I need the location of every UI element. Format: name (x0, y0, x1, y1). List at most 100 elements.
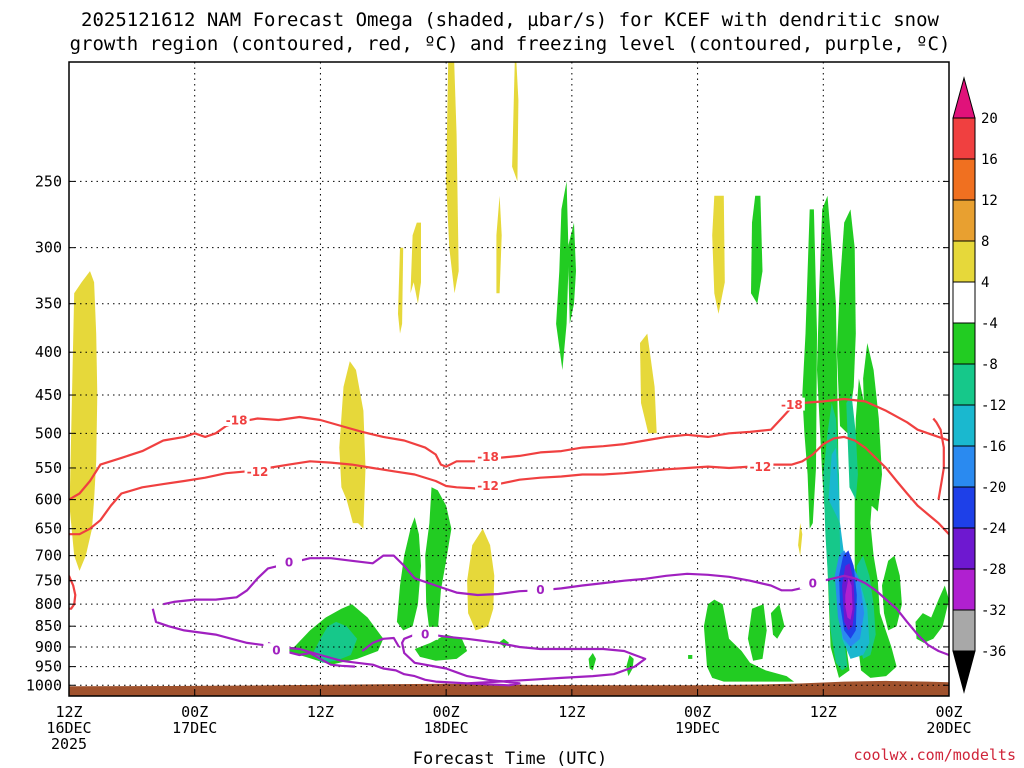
colorbar-label-9: -20 (981, 480, 1006, 496)
xtick-label-12-0: 00Z (181, 703, 208, 721)
ytick-label-500: 500 (35, 424, 62, 442)
contour-label-bg-0 (223, 413, 250, 427)
colorbar-label-7: -12 (981, 398, 1006, 414)
contour-label-bg-7 (527, 582, 554, 596)
colorbar-label-13: -36 (981, 644, 1006, 660)
ytick-label-550: 550 (35, 459, 62, 477)
ytick-label-400: 400 (35, 343, 62, 361)
xtick-label-60-0: 00Z (684, 703, 711, 721)
omega-region-11 (798, 523, 803, 556)
colorbar-bin-9 (952, 445, 976, 488)
omega-region-19 (588, 653, 596, 671)
ytick-label-450: 450 (35, 386, 62, 404)
terrain (69, 680, 949, 696)
omega-region-32 (915, 585, 949, 643)
contour-label-0: -18 (226, 414, 248, 428)
terrain-surface (69, 680, 949, 696)
colorbar-bin-13 (952, 609, 976, 652)
ytick-label-350: 350 (35, 295, 62, 313)
title-line-2: growth region (contoured, red, ºC) and f… (70, 33, 951, 55)
colorbar-label-0: 20 (981, 111, 998, 127)
ytick-label-250: 250 (35, 172, 62, 190)
contour-label-1: -12 (247, 465, 269, 479)
contour-label-bg-1 (244, 464, 271, 478)
plot-frame (68, 61, 950, 697)
omega-shading (70, 62, 949, 682)
contour-label-8: 0 (809, 577, 817, 591)
colorbar-label-4: 4 (981, 275, 989, 291)
ytick-label-750: 750 (35, 572, 62, 590)
colorbar-bin-7 (952, 363, 976, 406)
x-axis-title: Forecast Time (UTC) (413, 749, 607, 768)
omega-region-8 (640, 333, 657, 434)
contour-3 (69, 575, 77, 610)
contour-label-bg-2 (475, 449, 502, 463)
omega-region-13 (396, 517, 421, 631)
ytick-label-850: 850 (35, 617, 62, 635)
omega-region-20 (626, 655, 634, 677)
ytick-label-900: 900 (35, 638, 62, 656)
ytick-label-800: 800 (35, 595, 62, 613)
colorbar-bin-5 (952, 281, 976, 324)
omega-region-41 (845, 578, 853, 620)
omega-region-24 (770, 604, 785, 639)
contour-label-6: 0 (285, 555, 293, 569)
omega-region-7 (467, 528, 495, 631)
contour-label-bg-6 (276, 554, 302, 568)
omega-region-2 (410, 222, 421, 304)
contour-1 (69, 435, 949, 536)
colorbar-label-10: -24 (981, 521, 1006, 537)
contour-label-bg-5 (747, 459, 774, 473)
colorbar-label-5: -4 (981, 316, 998, 332)
contour-labels: -18 -12 -18 -12 -18 -12 0 0 0 0 0 (223, 397, 826, 658)
plot-background (69, 62, 949, 696)
ytick-label-950: 950 (35, 658, 62, 676)
contour-label-bg-4 (778, 397, 805, 411)
colorbar-bin-11 (952, 527, 976, 570)
colorbar-label-2: 12 (981, 193, 998, 209)
colorbar-label-12: -32 (981, 603, 1006, 619)
contour-label-10: 0 (421, 627, 429, 641)
ytick-label-1000: 1000 (26, 676, 62, 694)
omega-region-28 (836, 209, 856, 434)
xtick-label-36-1: 18DEC (424, 719, 469, 737)
xtick-label-60-1: 19DEC (675, 719, 720, 737)
contour-label-9: 0 (272, 644, 280, 658)
contour-label-7: 0 (536, 583, 544, 597)
colorbar-bin-10 (952, 486, 976, 529)
colorbar-bin-6 (952, 322, 976, 365)
colorbar-bin-top (952, 76, 976, 119)
omega-region-21 (688, 655, 693, 659)
colorbar-bin-8 (952, 404, 976, 447)
contour-label-5: -12 (750, 460, 772, 474)
colorbar-label-1: 16 (981, 152, 998, 168)
title: 2025121612 NAM Forecast Omega (shaded, µ… (70, 9, 951, 55)
omega-region-1 (339, 361, 366, 529)
omega-region-4 (398, 247, 404, 334)
contour-label-bg-9 (263, 643, 290, 657)
omega-region-9 (712, 195, 725, 314)
omega-region-33 (312, 621, 358, 663)
xtick-label-24-0: 12Z (307, 703, 334, 721)
contour-5 (151, 608, 647, 687)
colorbar: 20 16 12 8 4 -4 -8 -12 -16 -20 -24 -28 -32 -36 (952, 76, 1006, 694)
omega-region-25 (751, 195, 763, 304)
omega-region-26 (802, 209, 817, 529)
omega-region-15 (414, 634, 468, 661)
colorbar-bin-12 (952, 568, 976, 611)
y-axis: 250 300 350 400 450 500 550 600 650 700 750 800 850 9… (26, 172, 949, 694)
xtick-label-84-1: 20DEC (926, 719, 971, 737)
xtick-label-72-0: 12Z (810, 703, 837, 721)
ytick-label-700: 700 (35, 547, 62, 565)
ytick-label-600: 600 (35, 491, 62, 509)
title-line-1: 2025121612 NAM Forecast Omega (shaded, µ… (81, 9, 939, 31)
colorbar-bin-3 (952, 199, 976, 242)
contour-label-3: -12 (477, 479, 499, 493)
contour-label-bg-10 (412, 626, 439, 640)
contour-label-2: -18 (477, 450, 499, 464)
omega-region-35 (846, 395, 858, 500)
source-credit[interactable]: coolwx.com/modelts (853, 746, 1016, 764)
omega-region-30 (863, 343, 882, 512)
